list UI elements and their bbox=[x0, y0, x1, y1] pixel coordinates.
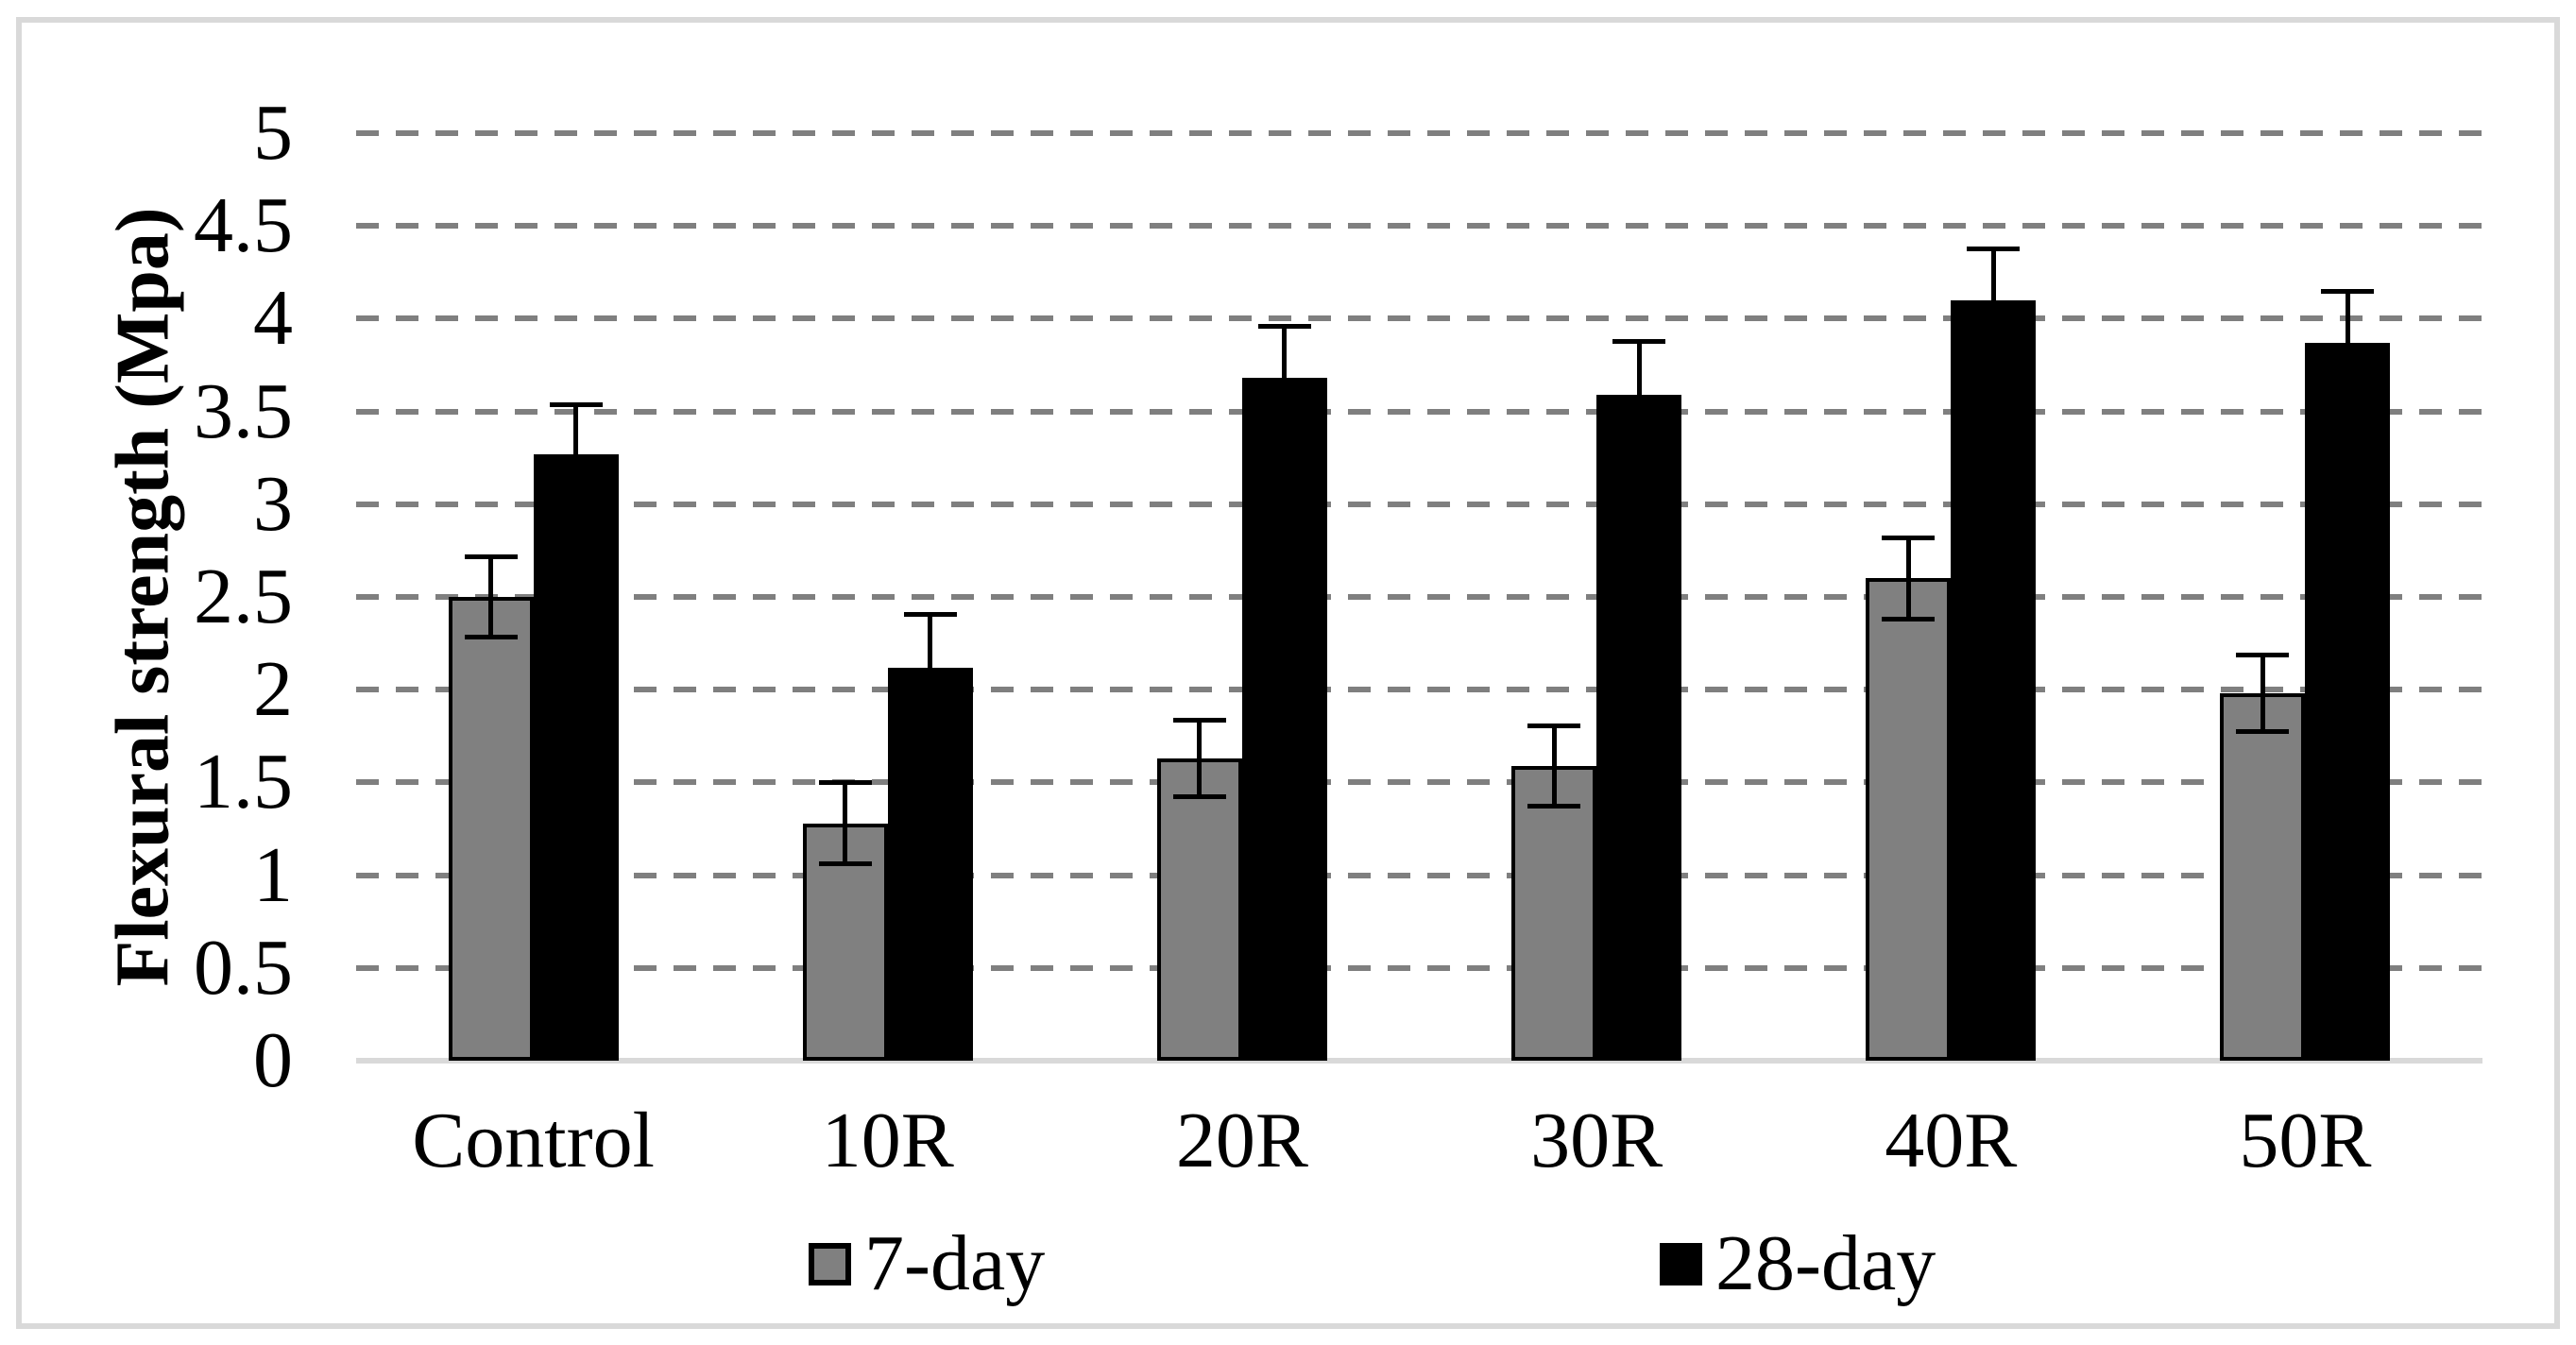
legend-marker-7-day-icon bbox=[809, 1242, 851, 1285]
legend-marker-28-day-icon bbox=[1660, 1242, 1702, 1285]
x-tick-label-30R: 30R bbox=[1530, 1097, 1663, 1184]
error-bar-line bbox=[1551, 724, 1557, 807]
error-bar-line bbox=[2260, 654, 2265, 733]
y-tick-label: 5 bbox=[253, 89, 293, 177]
x-tick-label-40R: 40R bbox=[1885, 1097, 2018, 1184]
error-bar-line bbox=[1882, 616, 1936, 621]
error-bar-line bbox=[903, 611, 957, 617]
error-bar-line bbox=[903, 718, 957, 724]
bar-7-day-40R bbox=[1866, 578, 1952, 1061]
bar-7-day-30R bbox=[1511, 765, 1597, 1061]
error-bar-line bbox=[549, 501, 603, 506]
error-bar-line bbox=[1197, 719, 1203, 798]
bar-28-day-10R bbox=[887, 667, 973, 1061]
legend-item-28-day: 28-day bbox=[1660, 1218, 1936, 1309]
gridline bbox=[356, 872, 2482, 878]
gridline bbox=[356, 687, 2482, 693]
y-tick-label: 1 bbox=[253, 830, 293, 919]
error-bar-line bbox=[488, 555, 494, 638]
bar-28-day-Control bbox=[533, 453, 619, 1061]
bar-28-day-30R bbox=[1596, 394, 1682, 1061]
bar-7-day-Control bbox=[448, 597, 534, 1061]
x-tick-label-Control: Control bbox=[412, 1097, 655, 1184]
y-tick-label: 1.5 bbox=[194, 738, 293, 826]
y-tick-label: 0 bbox=[253, 1016, 293, 1104]
y-tick-label: 4.5 bbox=[194, 181, 293, 270]
error-bar-line bbox=[549, 401, 603, 407]
error-bar-line bbox=[1882, 536, 1936, 541]
error-bar-line bbox=[464, 635, 518, 640]
gridline bbox=[356, 223, 2482, 230]
error-bar-line bbox=[1612, 445, 1666, 451]
y-tick-label: 3.5 bbox=[194, 366, 293, 455]
gridline bbox=[356, 501, 2482, 507]
gridline bbox=[356, 964, 2482, 971]
bar-28-day-40R bbox=[1951, 299, 2037, 1061]
error-bar-line bbox=[818, 860, 872, 866]
x-tick-label-10R: 10R bbox=[821, 1097, 954, 1184]
error-bar-line bbox=[818, 780, 872, 786]
error-bar-line bbox=[1527, 723, 1581, 728]
y-tick-label: 2 bbox=[253, 645, 293, 734]
error-bar-line bbox=[2321, 391, 2375, 397]
error-bar-line bbox=[1990, 247, 1996, 352]
error-bar-line bbox=[928, 613, 933, 722]
y-tick-label: 4 bbox=[253, 274, 293, 363]
legend-label-7-day: 7-day bbox=[864, 1219, 1046, 1307]
gridline bbox=[356, 315, 2482, 322]
error-bar-line bbox=[2236, 729, 2290, 735]
error-bar-line bbox=[1905, 537, 1911, 620]
error-bar-line bbox=[843, 782, 848, 864]
error-bar-line bbox=[1257, 324, 1311, 330]
y-tick-label: 2.5 bbox=[194, 553, 293, 640]
error-bar-line bbox=[1612, 338, 1666, 344]
legend-label-28-day: 28-day bbox=[1715, 1219, 1936, 1307]
gridline bbox=[356, 779, 2482, 786]
error-bar-line bbox=[2236, 652, 2290, 657]
y-tick-label: 3 bbox=[253, 459, 293, 548]
error-bar-line bbox=[1172, 794, 1226, 800]
error-bar-line bbox=[2345, 290, 2350, 395]
y-tick-label: 0.5 bbox=[194, 923, 293, 1012]
error-bar-line bbox=[573, 403, 579, 504]
bar-7-day-20R bbox=[1156, 758, 1242, 1061]
error-bar-line bbox=[464, 553, 518, 559]
x-tick-label-20R: 20R bbox=[1175, 1097, 1308, 1184]
legend-item-7-day: 7-day bbox=[809, 1218, 1045, 1309]
gridline bbox=[356, 594, 2482, 600]
error-bar-line bbox=[1257, 427, 1311, 433]
error-bar-line bbox=[1967, 246, 2021, 251]
bar-7-day-50R bbox=[2220, 693, 2306, 1061]
bar-28-day-50R bbox=[2305, 342, 2391, 1061]
error-bar-line bbox=[1636, 340, 1642, 449]
x-axis-line bbox=[356, 1058, 2482, 1064]
error-bar-line bbox=[1282, 326, 1288, 431]
error-bar-line bbox=[1172, 717, 1226, 723]
error-bar-line bbox=[1527, 803, 1581, 809]
figure-border bbox=[16, 17, 2560, 1329]
gridline bbox=[356, 130, 2482, 136]
gridline bbox=[356, 408, 2482, 415]
bar-28-day-20R bbox=[1241, 378, 1327, 1061]
error-bar-line bbox=[1967, 349, 2021, 354]
error-bar-line bbox=[2321, 288, 2375, 294]
x-tick-label-50R: 50R bbox=[2239, 1097, 2372, 1184]
